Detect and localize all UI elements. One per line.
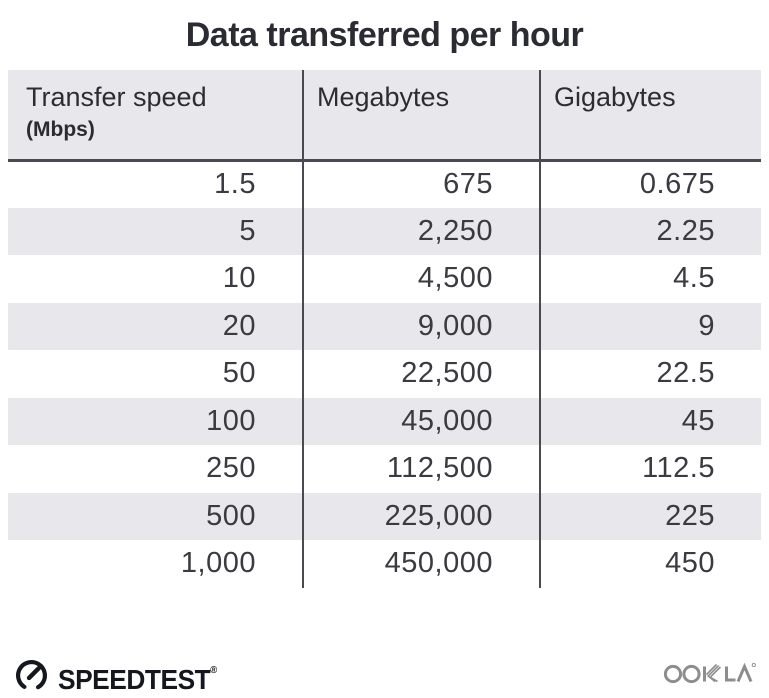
cell-gigabytes: 45 [539, 397, 761, 445]
registered-mark: ® [210, 665, 218, 676]
header-row: Transfer speed (Mbps) Megabytes Gigabyte… [8, 70, 761, 162]
cell-gigabytes: 9 [539, 302, 761, 350]
table-header: Transfer speed (Mbps) Megabytes Gigabyte… [8, 70, 761, 162]
cell-megabytes: 675 [302, 160, 540, 208]
table-row: 10 4,500 4.5 [8, 255, 761, 303]
column-header-gigabytes: Gigabytes [539, 70, 761, 162]
cell-gigabytes: 450 [539, 540, 761, 588]
data-table: Transfer speed (Mbps) Megabytes Gigabyte… [8, 70, 761, 588]
table-row: 100 45,000 45 [8, 397, 761, 445]
cell-megabytes: 9,000 [302, 302, 540, 350]
table-row: 250 112,500 112.5 [8, 445, 761, 493]
cell-speed: 10 [222, 262, 256, 295]
table-row: 5 2,250 2.25 [8, 207, 761, 255]
table-row: 1,000 450,000 450 [8, 540, 761, 588]
column-header-megabytes: Megabytes [302, 70, 540, 162]
cell-speed: 1,000 [180, 547, 256, 580]
cell-megabytes: 225,000 [302, 492, 540, 540]
cell-gigabytes: 225 [539, 492, 761, 540]
cell-megabytes: 2,250 [302, 207, 540, 255]
gauge-icon [15, 659, 48, 692]
column-header-label: Transfer speed [26, 82, 207, 112]
table-row: 20 9,000 9 [8, 302, 761, 350]
cell-gigabytes: 4.5 [539, 255, 761, 303]
cell-gigabytes: 22.5 [539, 350, 761, 398]
cell-megabytes: 45,000 [302, 397, 540, 445]
column-header-transfer-speed: Transfer speed (Mbps) [8, 70, 303, 162]
page-title: Data transferred per hour [185, 16, 584, 54]
table-row: 500 225,000 225 [8, 492, 761, 540]
cell-speed: 5 [8, 207, 303, 255]
cell-speed: 20 [8, 302, 303, 350]
cell-speed: 500 [8, 492, 303, 540]
cell-speed: 50 [222, 357, 256, 390]
cell-megabytes: 4,500 [302, 255, 540, 303]
ookla-wordmark-icon [663, 662, 756, 684]
cell-gigabytes: 2.25 [539, 207, 761, 255]
cell-gigabytes: 0.675 [539, 160, 761, 208]
ookla-logo [663, 657, 756, 692]
speedtest-label: SPEEDTEST [58, 664, 211, 695]
cell-megabytes: 112,500 [302, 445, 540, 493]
table-row: 1.5 675 0.675 [8, 160, 761, 208]
cell-megabytes: 450,000 [302, 540, 540, 588]
speedtest-wordmark: SPEEDTEST® [58, 654, 217, 697]
table-row: 50 22,500 22.5 [8, 350, 761, 398]
cell-speed: 250 [206, 452, 256, 485]
cell-speed: 1.5 [214, 168, 256, 200]
cell-megabytes: 22,500 [302, 350, 540, 398]
speedtest-logo: SPEEDTEST® [14, 654, 227, 697]
column-header-unit: (Mbps) [26, 118, 95, 141]
cell-speed: 100 [8, 397, 303, 445]
table-body: 1.5 675 0.675 5 2,250 2.25 10 4,500 4.5 … [8, 160, 761, 588]
cell-gigabytes: 112.5 [539, 445, 761, 493]
